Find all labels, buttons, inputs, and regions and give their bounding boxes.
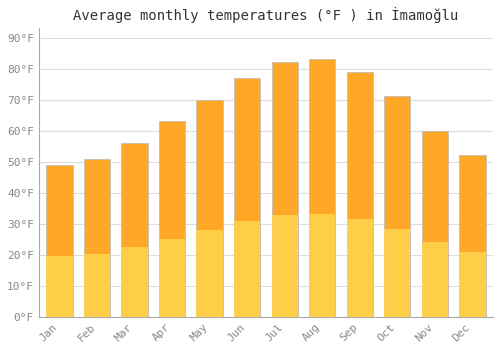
Bar (234, 221, 260, 317)
Bar (346, 219, 373, 317)
Bar (309, 214, 336, 317)
Bar (46, 165, 72, 317)
Bar (346, 72, 373, 317)
Bar (234, 78, 260, 317)
Bar (84, 159, 110, 317)
Bar (196, 100, 223, 317)
Bar (159, 121, 185, 317)
Bar (460, 155, 485, 317)
Bar (422, 131, 448, 317)
Bar (196, 230, 223, 317)
Bar (122, 247, 148, 317)
Bar (159, 239, 185, 317)
Bar (309, 59, 336, 317)
Bar (272, 62, 298, 317)
Bar (272, 215, 298, 317)
Bar (46, 256, 72, 317)
Bar (122, 143, 148, 317)
Bar (384, 229, 410, 317)
Bar (460, 252, 485, 317)
Bar (384, 97, 410, 317)
Title: Average monthly temperatures (°F ) in İmamoğlu: Average monthly temperatures (°F ) in İm… (74, 7, 458, 23)
Bar (422, 242, 448, 317)
Bar (84, 253, 110, 317)
